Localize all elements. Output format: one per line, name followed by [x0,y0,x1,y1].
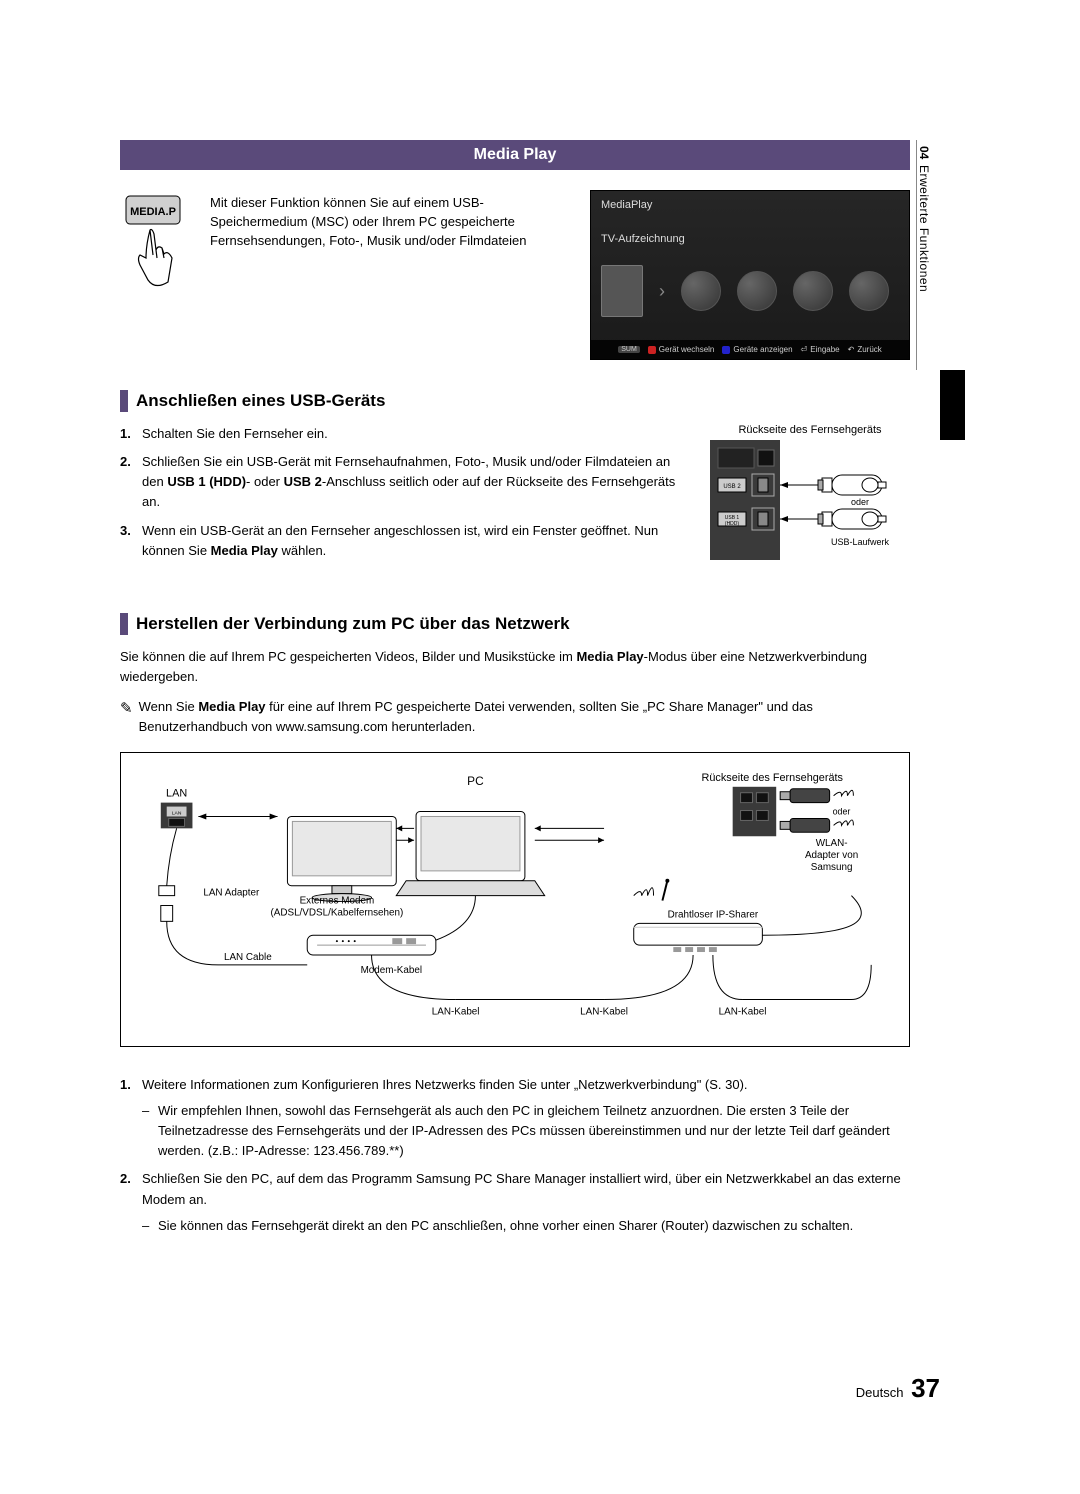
tv-thumbnail [601,265,643,317]
svg-text:Drahtloser IP-Sharer: Drahtloser IP-Sharer [668,909,759,920]
svg-text:(HDD): (HDD) [725,521,739,527]
section-title: Media Play [120,140,910,170]
tv-header: MediaPlay [601,199,652,211]
enter-icon: ⏎ [801,345,808,354]
svg-text:PC: PC [467,773,484,787]
network-para: Sie können die auf Ihrem PC gespeicherte… [120,647,910,687]
return-icon: ↶ [848,345,855,354]
network-note: ✎ Wenn Sie Media Play für eine auf Ihrem… [120,697,910,737]
media-icon [681,271,721,311]
svg-text:LAN: LAN [172,810,182,816]
svg-text:Adapter von: Adapter von [805,850,858,861]
intro-text: Mit dieser Funktion können Sie auf einem… [210,190,570,360]
usb-diagram-caption: Rückseite des Fernsehgeräts [710,424,910,436]
svg-text:Rückseite des Fernsehgeräts: Rückseite des Fernsehgeräts [702,771,844,783]
svg-text:LAN Adapter: LAN Adapter [203,887,260,898]
network-diagram: PC Rückseite des Fernsehgeräts LAN LAN L… [120,752,910,1047]
note-icon: ✎ [120,697,133,737]
footer-lang: Deutsch [856,1385,904,1400]
svg-text:Modem-Kabel: Modem-Kabel [361,964,422,975]
media-icon [737,271,777,311]
red-button-icon [648,346,656,354]
chapter-tab: 04 Erweiterte Funktionen [916,140,940,370]
svg-text:LAN-Kabel: LAN-Kabel [580,1006,628,1017]
page-footer: Deutsch 37 [856,1373,940,1404]
svg-text:USB-Laufwerk: USB-Laufwerk [831,537,890,547]
svg-text:USB 2: USB 2 [723,484,741,490]
chapter-title: Erweiterte Funktionen [917,159,931,292]
chevron-right-icon: › [659,281,665,302]
svg-text:Samsung: Samsung [811,861,853,872]
svg-text:LAN-Kabel: LAN-Kabel [719,1006,767,1017]
page-number: 37 [911,1373,940,1403]
svg-text:WLAN-: WLAN- [816,838,848,849]
heading-marker [120,390,128,412]
svg-text:oder: oder [833,806,851,816]
svg-text:(ADSL/VDSL/Kabelfernsehen): (ADSL/VDSL/Kabelfernsehen) [270,907,403,918]
tv-screenshot: MediaPlay TV-Aufzeichnung › SUM Gerät we… [590,190,910,360]
svg-text:LAN: LAN [166,787,187,799]
usb-heading: Anschließen eines USB-Geräts [136,391,385,411]
network-steps: 1.Weitere Informationen zum Konfiguriere… [120,1075,910,1236]
media-icon [793,271,833,311]
tv-footer-bar: SUM Gerät wechseln Geräte anzeigen ⏎Eing… [591,340,909,359]
usb-steps: 1.Schalten Sie den Fernseher ein. 2.Schl… [120,424,690,561]
blue-button-icon [722,346,730,354]
chapter-number: 04 [917,140,931,159]
svg-text:oder: oder [851,497,869,507]
usb-diagram: Rückseite des Fernsehgeräts USB 2 USB 1 … [710,424,910,573]
svg-text:LAN Cable: LAN Cable [224,952,272,963]
tv-subheader: TV-Aufzeichnung [601,233,685,245]
network-heading: Herstellen der Verbindung zum PC über da… [136,614,570,634]
svg-text:LAN-Kabel: LAN-Kabel [432,1006,480,1017]
svg-text:Externes Modem: Externes Modem [300,895,375,906]
remote-button-illustration: MEDIA.P [120,190,190,360]
page-edge-tab [940,370,965,440]
heading-marker [120,613,128,635]
svg-text:MEDIA.P: MEDIA.P [130,206,176,218]
media-icon [849,271,889,311]
